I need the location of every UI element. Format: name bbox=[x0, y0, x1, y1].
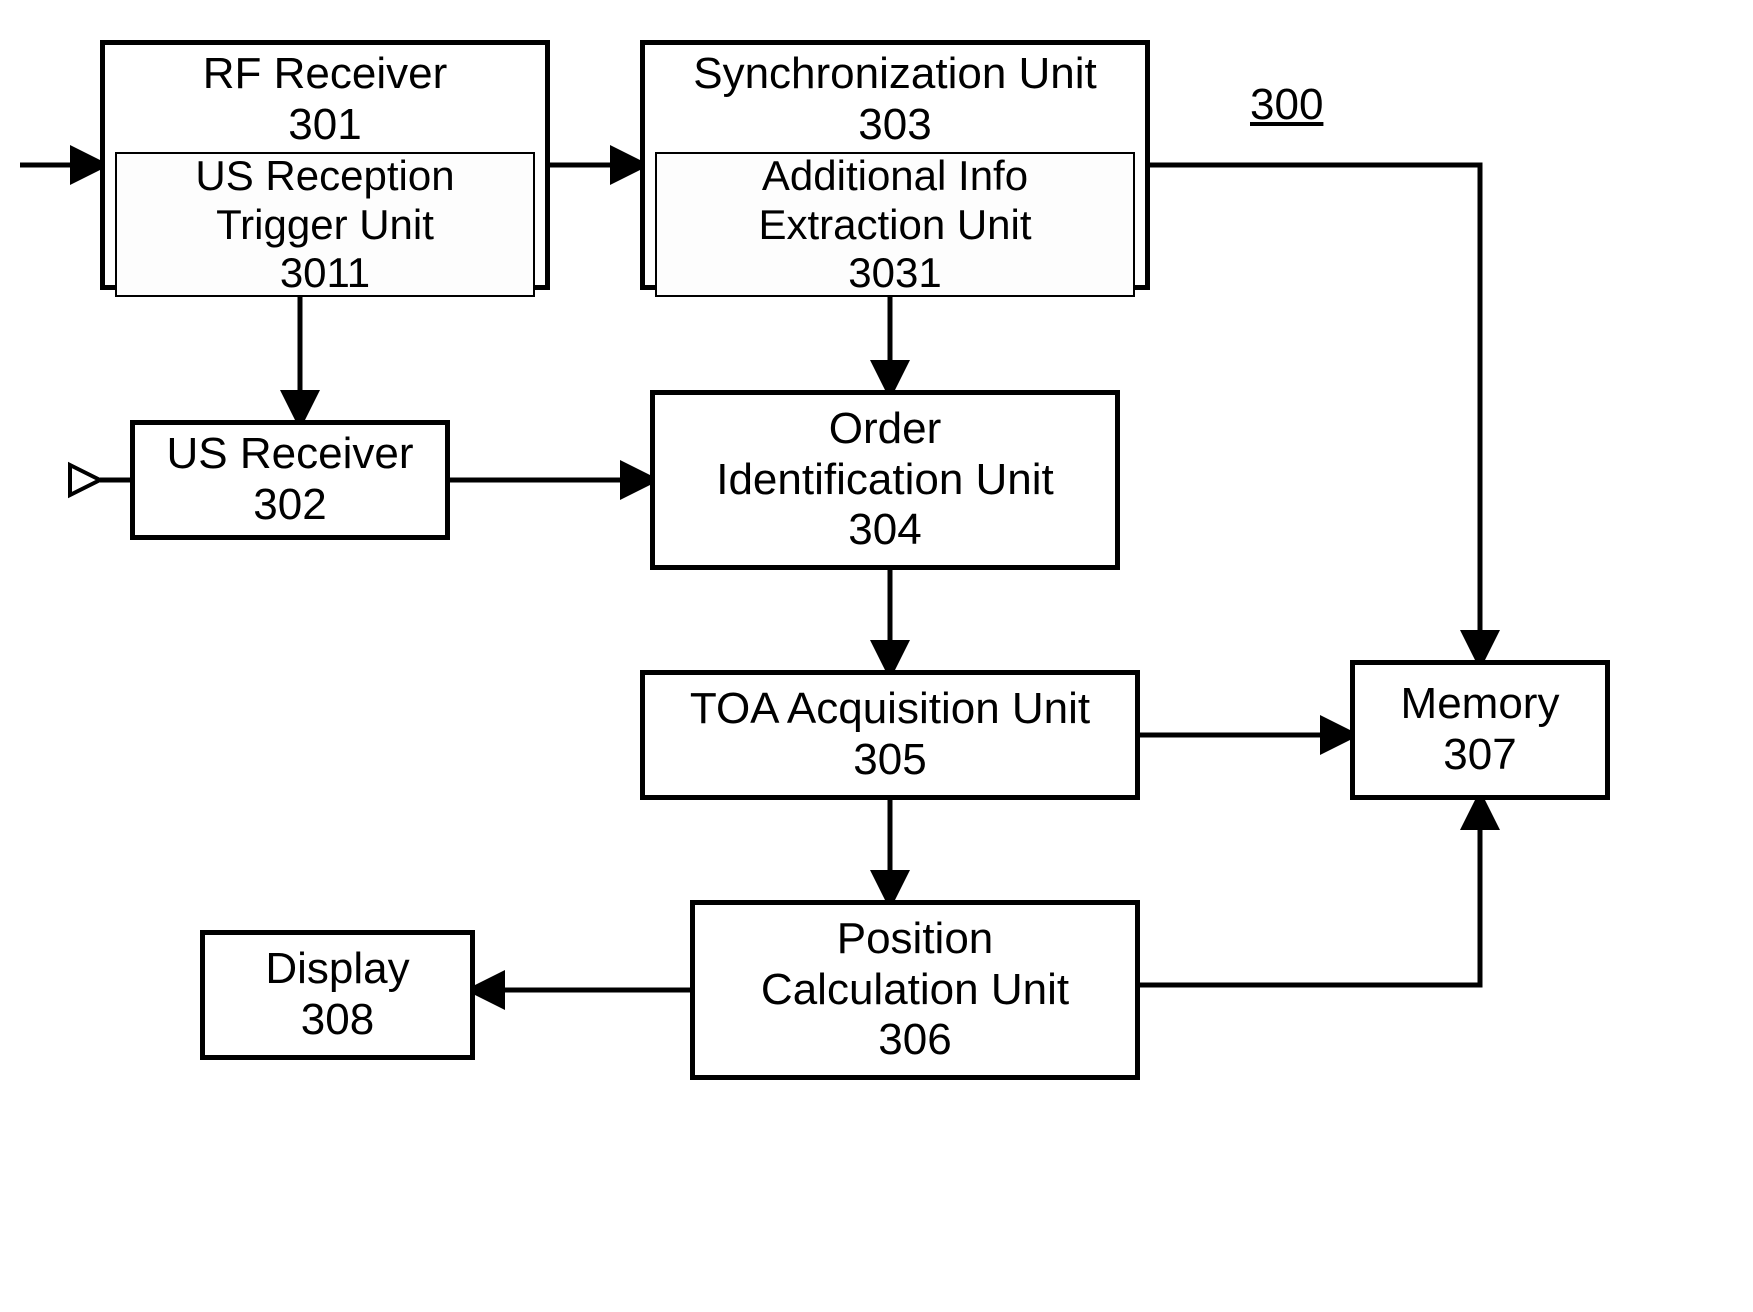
block-label-line: TOA Acquisition Unit bbox=[690, 684, 1090, 735]
block-label-line: 305 bbox=[853, 735, 926, 786]
block-label-line: US Receiver bbox=[167, 429, 414, 480]
inner-label-line: Additional Info bbox=[762, 152, 1028, 200]
inner-label-line: 3011 bbox=[280, 249, 370, 297]
block-diagram: RF Receiver301US ReceptionTrigger Unit30… bbox=[0, 0, 1753, 1312]
edge-sync_unit-to-memory bbox=[1150, 165, 1480, 660]
block-label-line: 302 bbox=[253, 480, 326, 531]
block-label-line: Identification Unit bbox=[716, 455, 1054, 506]
block-label-line: 306 bbox=[878, 1015, 951, 1066]
block-toa: TOA Acquisition Unit305 bbox=[640, 670, 1140, 800]
inner-label-line: 3031 bbox=[848, 249, 941, 297]
block-label-line: Memory bbox=[1401, 679, 1560, 730]
block-label-line: Position bbox=[837, 914, 994, 965]
input-triangle-icon bbox=[70, 465, 100, 495]
block-sync_unit: Synchronization Unit303Additional InfoEx… bbox=[640, 40, 1150, 290]
block-display: Display308 bbox=[200, 930, 475, 1060]
block-order_id: OrderIdentification Unit304 bbox=[650, 390, 1120, 570]
block-label-line: Display bbox=[265, 944, 409, 995]
block-label-line: 307 bbox=[1443, 730, 1516, 781]
block-label-line: 301 bbox=[203, 100, 448, 151]
inner-label-line: Trigger Unit bbox=[216, 201, 434, 249]
block-label-line: Calculation Unit bbox=[761, 965, 1069, 1016]
block-header: RF Receiver301 bbox=[203, 49, 448, 150]
block-memory: Memory307 bbox=[1350, 660, 1610, 800]
block-rf_receiver: RF Receiver301US ReceptionTrigger Unit 30… bbox=[100, 40, 550, 290]
block-us_receiver: US Receiver302 bbox=[130, 420, 450, 540]
block-header: Synchronization Unit303 bbox=[693, 49, 1097, 150]
inner-label-line: Extraction Unit bbox=[758, 201, 1031, 249]
block-label-line: Synchronization Unit bbox=[693, 49, 1097, 100]
inner-label-line: US Reception bbox=[195, 152, 454, 200]
block-label-line: RF Receiver bbox=[203, 49, 448, 100]
block-label-line: 303 bbox=[693, 100, 1097, 151]
block-label-line: 304 bbox=[848, 505, 921, 556]
block-label-line: Order bbox=[829, 404, 941, 455]
reference-number: 300 bbox=[1250, 80, 1323, 130]
inner-block-trigger_unit: US ReceptionTrigger Unit3011 bbox=[115, 152, 535, 297]
inner-block-extraction_unit: Additional InfoExtraction Unit3031 bbox=[655, 152, 1135, 297]
block-position_calc: PositionCalculation Unit306 bbox=[690, 900, 1140, 1080]
edge-position_calc-to-memory bbox=[1140, 800, 1480, 985]
block-label-line: 308 bbox=[301, 995, 374, 1046]
